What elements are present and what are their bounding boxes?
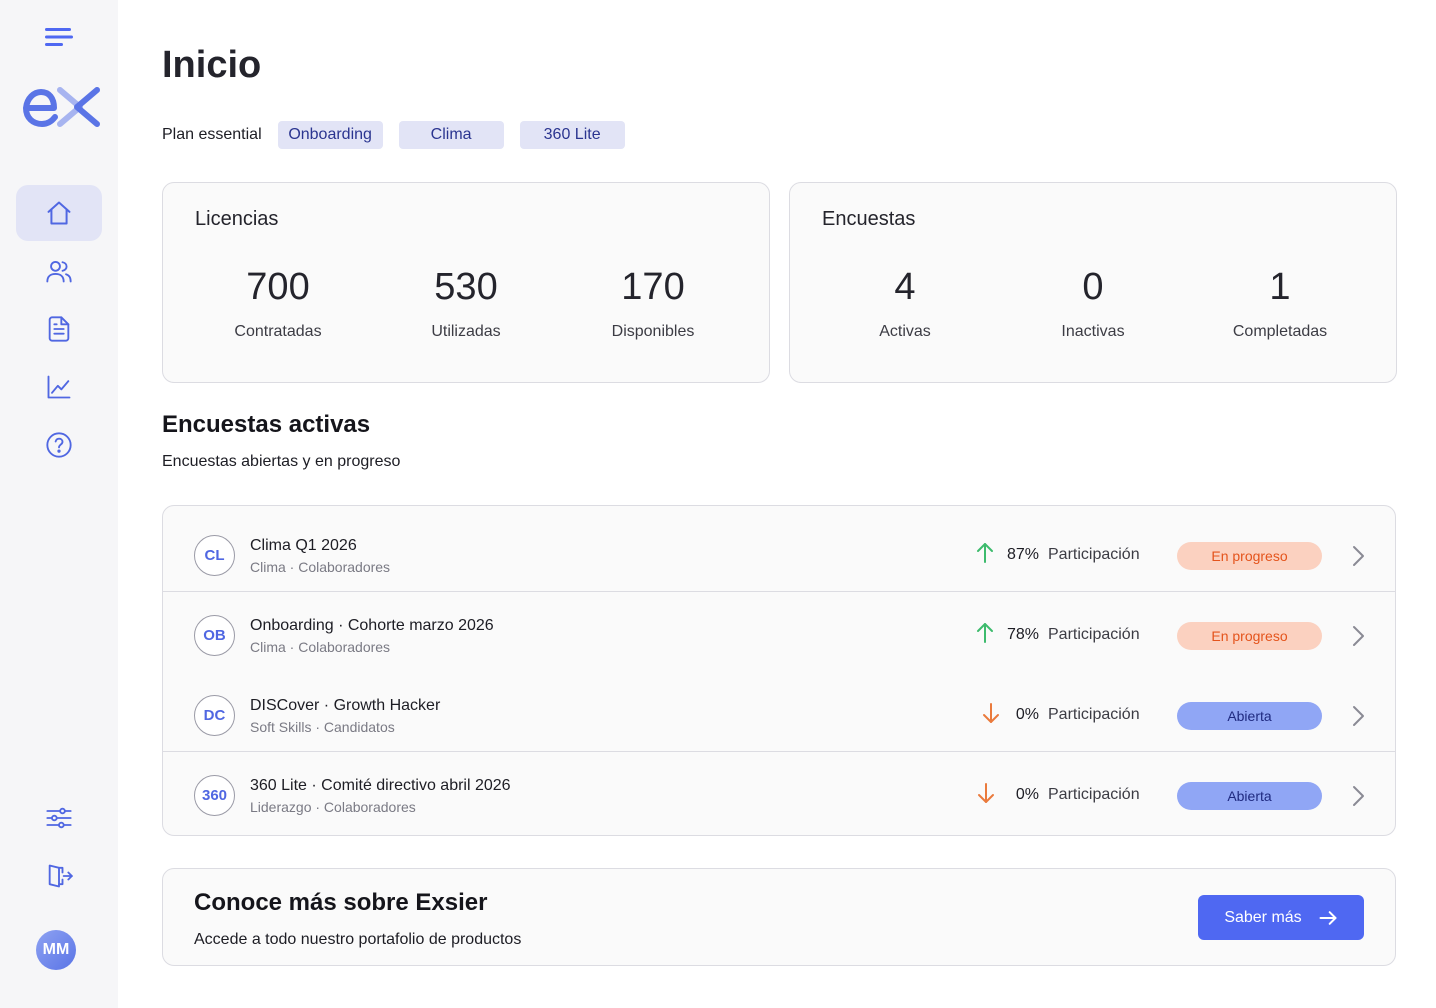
stat-completadas: 1 Completadas — [1190, 265, 1370, 341]
survey-meta: Clima · Colaboradores — [250, 559, 391, 575]
participation-pct: 87% — [1006, 546, 1039, 563]
survey-badge: CL — [194, 535, 235, 576]
survey-row[interactable]: DC DISCover · Growth Hacker Soft Skills … — [163, 671, 1395, 751]
stat-value: 1 — [1269, 266, 1291, 308]
stat-disponibles: 170 Disponibles — [563, 265, 743, 341]
survey-badge: OB — [194, 615, 235, 656]
arrow-right-icon — [1319, 910, 1337, 925]
survey-meta: Liderazgo · Colaboradores — [250, 799, 416, 815]
stat-activas: 4 Activas — [815, 265, 995, 341]
chip-360-lite[interactable]: 360 Lite — [519, 121, 625, 149]
promo-subtitle: Accede a todo nuestro portafolio de prod… — [194, 931, 522, 948]
row-divider — [163, 591, 1395, 592]
row-divider — [163, 751, 1395, 752]
participation-label: Participación — [1048, 786, 1140, 803]
promo-title: Conoce más sobre Exsier — [194, 889, 488, 916]
survey-list: CL Clima Q1 2026 Clima · Colaboradores 8… — [162, 505, 1396, 836]
status-badge: Abierta — [1177, 782, 1322, 810]
users-icon — [46, 260, 72, 283]
logout-icon — [48, 864, 73, 888]
stat-inactivas: 0 Inactivas — [1003, 265, 1183, 341]
stat-label: Inactivas — [1061, 323, 1125, 340]
survey-title: Clima Q1 2026 — [250, 537, 357, 554]
trend-up-icon — [977, 543, 993, 563]
card-title: Encuestas — [822, 208, 916, 230]
sidebar-item-home[interactable] — [16, 185, 102, 241]
sidebar-item-settings[interactable] — [16, 790, 102, 846]
avatar[interactable]: MM — [36, 930, 76, 970]
survey-meta: Clima · Colaboradores — [250, 639, 391, 655]
survey-title: Onboarding · Cohorte marzo 2026 — [250, 617, 494, 634]
status-badge: En progreso — [1177, 622, 1322, 650]
chart-icon — [47, 375, 71, 399]
chevron-right-icon[interactable] — [1346, 704, 1370, 728]
plan-row: Plan essential Onboarding Clima 360 Lite — [162, 121, 641, 149]
stat-value: 4 — [894, 266, 916, 308]
chevron-right-icon[interactable] — [1346, 624, 1370, 648]
sidebar-item-analytics[interactable] — [16, 359, 102, 415]
chip-onboarding[interactable]: Onboarding — [277, 121, 383, 149]
help-icon — [46, 432, 72, 458]
saber-mas-button[interactable]: Saber más — [1198, 895, 1364, 940]
card-title: Licencias — [195, 208, 279, 230]
survey-title: 360 Lite · Comité directivo abril 2026 — [250, 777, 511, 794]
status-badge: Abierta — [1177, 702, 1322, 730]
section-title: Encuestas activas — [162, 411, 371, 438]
sidebar-item-documents[interactable] — [16, 301, 102, 357]
survey-title: DISCover · Growth Hacker — [250, 697, 441, 714]
participation-label: Participación — [1048, 626, 1140, 643]
logo[interactable] — [18, 82, 102, 132]
stat-value: 700 — [246, 266, 310, 308]
document-icon — [48, 316, 70, 342]
stat-value: 530 — [434, 266, 498, 308]
trend-up-icon — [977, 623, 993, 643]
sidebar: MM — [0, 0, 118, 1008]
survey-badge: DC — [194, 695, 235, 736]
stat-value: 170 — [621, 266, 685, 308]
participation-pct: 0% — [1015, 786, 1039, 803]
participation-pct: 0% — [1015, 706, 1039, 723]
section-subtitle: Encuestas abiertas y en progreso — [162, 453, 401, 470]
survey-row[interactable]: OB Onboarding · Cohorte marzo 2026 Clima… — [163, 591, 1395, 671]
plan-label: Plan essential — [162, 126, 262, 143]
page-title: Inicio — [162, 44, 262, 86]
sidebar-item-users[interactable] — [16, 243, 102, 299]
home-icon — [47, 201, 71, 225]
participation-label: Participación — [1048, 546, 1140, 563]
survey-badge: 360 — [194, 775, 235, 816]
menu-icon[interactable] — [38, 22, 80, 52]
stat-value: 0 — [1082, 266, 1104, 308]
trend-down-icon — [978, 783, 994, 803]
chevron-right-icon[interactable] — [1346, 544, 1370, 568]
sliders-icon — [46, 807, 72, 829]
stat-label: Utilizadas — [431, 323, 501, 340]
stat-label: Contratadas — [234, 323, 322, 340]
stat-label: Disponibles — [611, 323, 695, 340]
survey-row[interactable]: CL Clima Q1 2026 Clima · Colaboradores 8… — [163, 511, 1395, 591]
sidebar-item-logout[interactable] — [16, 848, 102, 904]
trend-down-icon — [983, 703, 999, 723]
chevron-right-icon[interactable] — [1346, 784, 1370, 808]
stat-label: Activas — [879, 323, 931, 340]
stat-contratadas: 700 Contratadas — [188, 265, 368, 341]
encuestas-card: Encuestas 4 Activas 0 Inactivas 1 Comple… — [789, 182, 1397, 383]
participation-pct: 78% — [1006, 626, 1039, 643]
chip-clima[interactable]: Clima — [398, 121, 504, 149]
stat-utilizadas: 530 Utilizadas — [376, 265, 556, 341]
licencias-card: Licencias 700 Contratadas 530 Utilizadas… — [162, 182, 770, 383]
sidebar-item-help[interactable] — [16, 417, 102, 473]
saber-mas-label: Saber más — [1224, 908, 1302, 926]
status-badge: En progreso — [1177, 542, 1322, 570]
survey-row[interactable]: 360 360 Lite · Comité directivo abril 20… — [163, 751, 1395, 831]
participation-label: Participación — [1048, 706, 1140, 723]
promo-card: Conoce más sobre Exsier Accede a todo nu… — [162, 868, 1396, 966]
stat-label: Completadas — [1232, 323, 1328, 340]
survey-meta: Soft Skills · Candidatos — [250, 719, 395, 735]
